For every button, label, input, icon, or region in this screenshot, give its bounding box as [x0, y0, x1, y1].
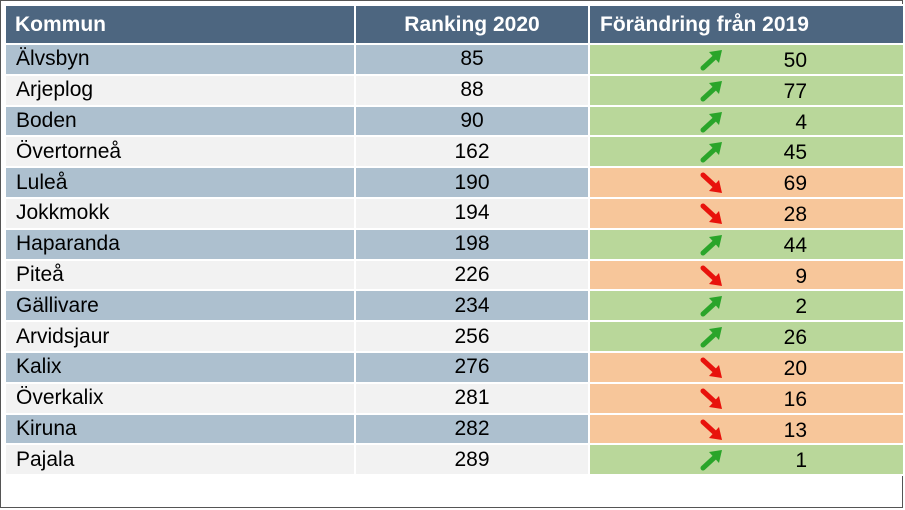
kommun-cell: Kiruna: [4, 412, 356, 446]
arrow-down-right-icon: [700, 388, 722, 409]
arrow-up-right-icon: [700, 80, 722, 102]
table-row: Gällivare 234 2: [4, 289, 905, 323]
arrow-up-right-icon: [700, 234, 722, 256]
ranking-cell: 90: [354, 104, 590, 138]
ranking-cell: 282: [354, 412, 590, 446]
change-value: 77: [783, 79, 807, 103]
change-cell: 45: [588, 135, 905, 169]
ranking-cell: 234: [354, 289, 590, 323]
change-cell: 50: [588, 43, 905, 76]
arrow-down-right-icon: [700, 265, 722, 286]
arrow-up-right-icon: [700, 450, 722, 471]
ranking-cell: 162: [354, 135, 590, 169]
change-value: 26: [783, 326, 807, 350]
kommun-cell: Pajala: [4, 443, 356, 477]
arrow-up-right-icon: [700, 296, 722, 317]
change-value: 1: [795, 449, 807, 473]
ranking-cell: 289: [354, 443, 590, 477]
table-row: Piteå 226 9: [4, 258, 905, 292]
kommun-cell: Luleå: [4, 166, 356, 199]
arrow-down-right-icon: [700, 419, 722, 440]
header-row: Kommun Ranking 2020 Förändring från 2019: [4, 4, 905, 45]
ranking-cell: 88: [354, 73, 590, 107]
change-value: 9: [795, 264, 807, 288]
ranking-cell: 226: [354, 258, 590, 292]
kommun-cell: Piteå: [4, 258, 356, 292]
change-cell: 77: [588, 73, 905, 107]
arrow-up-right-icon: [700, 142, 722, 163]
ranking-cell: 276: [354, 350, 590, 384]
table-row: Överkalix 281 16: [4, 381, 905, 415]
table-body: Älvsbyn 85 50 Arjeplog 88 77 Boden 90 4 Övertorne…: [4, 43, 905, 477]
kommun-cell: Kalix: [4, 350, 356, 384]
change-cell: 13: [588, 412, 905, 446]
ranking-cell: 190: [354, 166, 590, 199]
change-cell: 28: [588, 196, 905, 230]
table-row: Arjeplog 88 77: [4, 73, 905, 107]
change-cell: 44: [588, 227, 905, 261]
kommun-cell: Överkalix: [4, 381, 356, 415]
change-value: 2: [795, 295, 807, 319]
kommun-cell: Boden: [4, 104, 356, 138]
change-value: 45: [783, 141, 807, 165]
change-value: 13: [783, 418, 807, 442]
ranking-cell: 85: [354, 43, 590, 76]
kommun-cell: Arvidsjaur: [4, 320, 356, 353]
kommun-cell: Arjeplog: [4, 73, 356, 107]
arrow-down-right-icon: [700, 172, 722, 194]
table-row: Pajala 289 1: [4, 443, 905, 477]
table-row: Haparanda 198 44: [4, 227, 905, 261]
kommun-cell: Övertorneå: [4, 135, 356, 169]
ranking-cell: 194: [354, 196, 590, 230]
change-cell: 2: [588, 289, 905, 323]
change-cell: 4: [588, 104, 905, 138]
table-row: Kiruna 282 13: [4, 412, 905, 446]
table-row: Kalix 276 20: [4, 350, 905, 384]
change-cell: 9: [588, 258, 905, 292]
table-row: Älvsbyn 85 50: [4, 43, 905, 76]
change-cell: 20: [588, 350, 905, 384]
table-row: Arvidsjaur 256 26: [4, 320, 905, 353]
header-kommun: Kommun: [4, 4, 356, 45]
table-row: Jokkmokk 194 28: [4, 196, 905, 230]
table-row: Luleå 190 69: [4, 166, 905, 199]
kommun-cell: Haparanda: [4, 227, 356, 261]
change-value: 69: [783, 172, 807, 196]
kommun-cell: Älvsbyn: [4, 43, 356, 76]
change-cell: 1: [588, 443, 905, 477]
change-value: 44: [783, 233, 807, 257]
kommun-cell: Gällivare: [4, 289, 356, 323]
arrow-up-right-icon: [700, 50, 722, 71]
change-value: 28: [783, 202, 807, 226]
ranking-cell: 198: [354, 227, 590, 261]
change-value: 20: [783, 356, 807, 380]
arrow-down-right-icon: [700, 357, 722, 378]
kommun-cell: Jokkmokk: [4, 196, 356, 230]
ranking-table: Kommun Ranking 2020 Förändring från 2019…: [4, 4, 905, 477]
header-forandring: Förändring från 2019: [588, 4, 905, 45]
change-value: 50: [783, 49, 807, 72]
change-cell: 26: [588, 320, 905, 353]
ranking-cell: 256: [354, 320, 590, 353]
ranking-cell: 281: [354, 381, 590, 415]
change-cell: 69: [588, 166, 905, 199]
table-row: Övertorneå 162 45: [4, 135, 905, 169]
arrow-down-right-icon: [700, 203, 722, 224]
header-ranking-2020: Ranking 2020: [354, 4, 590, 45]
change-cell: 16: [588, 381, 905, 415]
change-value: 4: [795, 110, 807, 134]
arrow-up-right-icon: [700, 327, 722, 348]
change-value: 16: [783, 387, 807, 411]
arrow-up-right-icon: [700, 111, 722, 133]
table-row: Boden 90 4: [4, 104, 905, 138]
